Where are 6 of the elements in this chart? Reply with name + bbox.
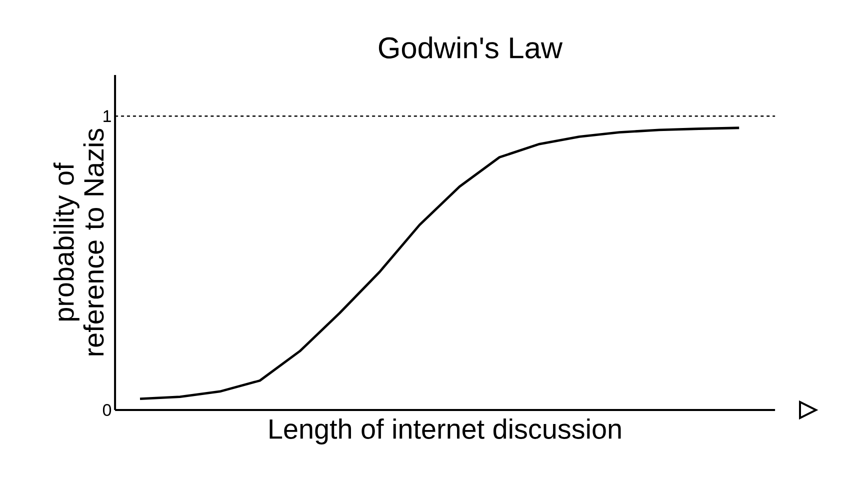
x-axis-title: Length of internet discussion — [270, 418, 621, 444]
y-axis-title: probability of reference to Nazis — [53, 128, 104, 356]
y-tick-label: 0 — [102, 404, 112, 416]
line-series — [138, 126, 740, 400]
y-tick-label: 1 — [104, 110, 111, 122]
chart-title: Godwin's Law — [378, 36, 563, 58]
